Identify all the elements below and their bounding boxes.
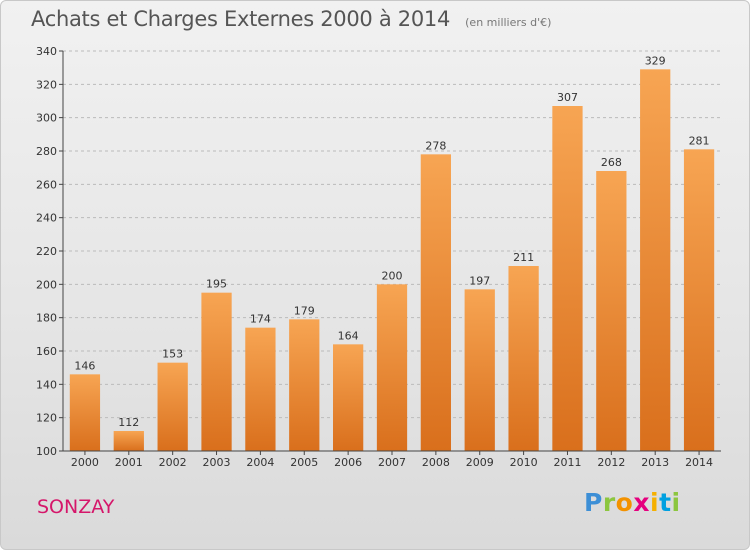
y-tick-label: 240 bbox=[36, 212, 57, 225]
bar bbox=[596, 171, 627, 451]
bar bbox=[113, 431, 144, 451]
x-tick-label: 2004 bbox=[246, 456, 274, 469]
proxiti-logo: Proxiti bbox=[584, 488, 681, 517]
bar-value-label: 329 bbox=[645, 54, 666, 67]
x-tick-label: 2011 bbox=[553, 456, 581, 469]
labels: 100 120 140 160 180 200 220 240 260 280 300 320 340 1… bbox=[36, 45, 713, 469]
y-tick-label: 300 bbox=[36, 112, 57, 125]
y-tick-label: 180 bbox=[36, 312, 57, 325]
bar-value-label: 307 bbox=[557, 91, 578, 104]
x-tick-label: 2005 bbox=[290, 456, 318, 469]
x-tick-label: 2002 bbox=[159, 456, 187, 469]
axes bbox=[59, 50, 721, 455]
y-tick-label: 320 bbox=[36, 78, 57, 91]
bar-value-label: 200 bbox=[382, 269, 403, 282]
x-tick-label: 2013 bbox=[641, 456, 669, 469]
bar bbox=[201, 292, 232, 451]
y-tick-label: 260 bbox=[36, 178, 57, 191]
bar bbox=[332, 344, 364, 451]
y-tick-label: 200 bbox=[36, 278, 57, 291]
y-tick-label: 140 bbox=[36, 378, 57, 391]
bar bbox=[420, 154, 452, 452]
y-tick-label: 100 bbox=[36, 445, 57, 458]
bar bbox=[552, 106, 583, 451]
x-tick-label: 2010 bbox=[510, 456, 538, 469]
logo-letter: i bbox=[650, 488, 660, 517]
bar bbox=[376, 284, 408, 451]
bar-value-label: 278 bbox=[425, 139, 446, 152]
x-tick-label: 2006 bbox=[334, 456, 362, 469]
bar-value-label: 268 bbox=[601, 156, 622, 169]
chart-subtitle: (en milliers d'€) bbox=[465, 16, 552, 29]
bar bbox=[508, 266, 539, 451]
chart-title: Achats et Charges Externes 2000 à 2014 bbox=[31, 7, 451, 31]
bar-value-label: 179 bbox=[294, 304, 315, 317]
bars bbox=[69, 69, 715, 452]
bar bbox=[289, 319, 320, 451]
logo-letter: o bbox=[615, 488, 634, 517]
y-tick-label: 280 bbox=[36, 145, 57, 158]
bar-value-label: 164 bbox=[338, 329, 359, 342]
bar bbox=[464, 289, 495, 451]
logo-letter: r bbox=[602, 488, 616, 517]
x-tick-label: 2012 bbox=[597, 456, 625, 469]
bar-value-label: 211 bbox=[513, 251, 534, 264]
bar-value-label: 146 bbox=[74, 359, 95, 372]
bar bbox=[157, 362, 188, 451]
logo-letter: x bbox=[633, 488, 650, 517]
y-tick-label: 340 bbox=[36, 45, 57, 58]
x-tick-label: 2007 bbox=[378, 456, 406, 469]
y-tick-label: 160 bbox=[36, 345, 57, 358]
bar-value-label: 195 bbox=[206, 278, 227, 291]
x-tick-label: 2008 bbox=[422, 456, 450, 469]
city-name: SONZAY bbox=[37, 496, 115, 518]
bar-value-label: 174 bbox=[250, 313, 271, 326]
x-tick-label: 2009 bbox=[466, 456, 494, 469]
bar-value-label: 197 bbox=[469, 274, 490, 287]
x-tick-label: 2000 bbox=[71, 456, 99, 469]
bar-value-label: 153 bbox=[162, 348, 183, 361]
y-tick-label: 120 bbox=[36, 412, 57, 425]
x-tick-label: 2014 bbox=[685, 456, 713, 469]
chart-header: Achats et Charges Externes 2000 à 2014 (… bbox=[31, 7, 551, 31]
logo-letter: P bbox=[584, 488, 603, 517]
logo-letter: i bbox=[671, 488, 681, 517]
bar bbox=[683, 149, 715, 452]
bar bbox=[640, 69, 671, 451]
logo-letter: t bbox=[659, 488, 672, 517]
bar-value-label: 281 bbox=[689, 134, 710, 147]
x-tick-label: 2001 bbox=[115, 456, 143, 469]
bar-value-label: 112 bbox=[118, 416, 139, 429]
bar bbox=[245, 327, 276, 451]
bar bbox=[69, 374, 101, 451]
y-tick-label: 220 bbox=[36, 245, 57, 258]
x-tick-label: 2003 bbox=[203, 456, 231, 469]
